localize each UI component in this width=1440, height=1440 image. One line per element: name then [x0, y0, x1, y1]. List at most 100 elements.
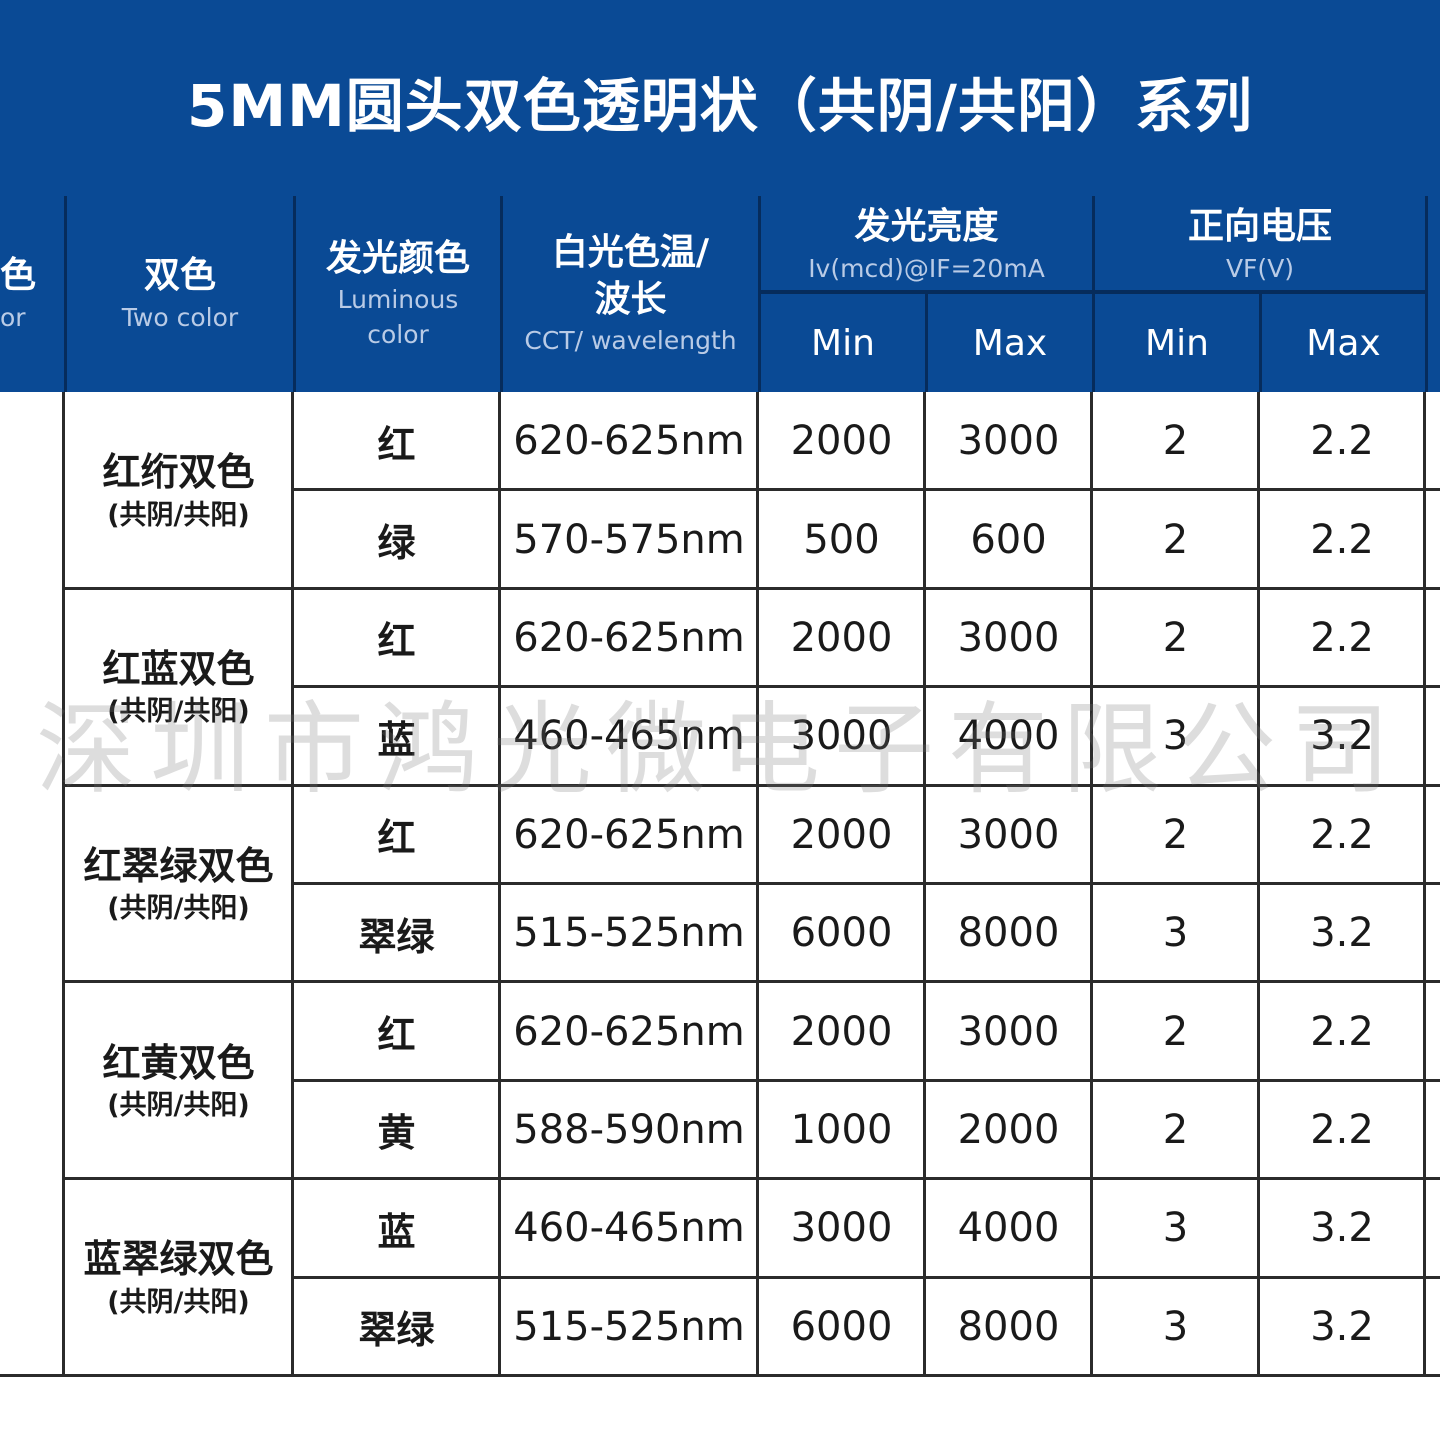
cell-vf-max: 2.2 [1310, 1008, 1374, 1055]
header-col-color-cn: 色 [0, 255, 37, 297]
title-bar: 5MM圆头双色透明状（共阴/共阳）系列 [0, 0, 1440, 196]
header-col-two-color-en: Two color [121, 302, 239, 332]
cell-vf-max: 2.2 [1310, 614, 1374, 661]
cell-iv-min: 6000 [790, 910, 893, 957]
cell-wavelength: 620-625nm [513, 1008, 745, 1055]
header-voltage-min-label: Min [1145, 322, 1209, 364]
grid-hline [0, 1374, 1440, 1377]
cell-color: 黄 [377, 1111, 416, 1156]
cell-wavelength: 588-590nm [513, 1106, 745, 1153]
group-cell: 红黄双色 (共阴/共阳) [64, 982, 293, 1179]
cell-vf-max: 3.2 [1310, 910, 1374, 957]
cell-wavelength: 515-525nm [513, 1303, 745, 1350]
group-name: 红绗双色 [102, 450, 255, 495]
header-voltage-min: Min [1092, 294, 1259, 392]
cell-wavelength: 460-465nm [513, 1205, 745, 1252]
cell-vf-min: 3 [1162, 713, 1189, 760]
grid-hline [291, 685, 1440, 689]
cell-vf-min: 2 [1162, 516, 1189, 563]
header-col-luminance: 发光亮度 Iv(mcd)@IF=20mA [758, 196, 1092, 294]
table-header: 色 or 双色 Two color 发光颜色 Luminous color 白光… [0, 196, 1440, 392]
cell-vf-max: 3.2 [1310, 1303, 1374, 1350]
cell-wavelength: 515-525nm [513, 910, 745, 957]
cell-iv-max: 3000 [957, 418, 1060, 465]
cell-iv-min: 2000 [790, 811, 893, 858]
cell-vf-min: 3 [1162, 1303, 1189, 1350]
cell-color: 红 [377, 422, 416, 467]
grid-hline [62, 783, 1440, 787]
grid-hline [291, 488, 1440, 492]
cell-iv-min: 2000 [790, 614, 893, 661]
cell-vf-max: 2.2 [1310, 811, 1374, 858]
grid-hline [62, 1177, 1440, 1181]
group-subtitle: (共阴/共阳) [107, 1286, 250, 1318]
header-luminance-min: Min [758, 294, 925, 392]
cell-iv-max: 4000 [957, 713, 1060, 760]
group-cell: 红翠绿双色 (共阴/共阳) [64, 786, 293, 983]
cell-vf-min: 2 [1162, 614, 1189, 661]
grid-hline [291, 1078, 1440, 1082]
header-col-luminous-color: 发光颜色 Luminous color [293, 196, 500, 392]
grid-hline [291, 882, 1440, 885]
header-col-luminance-cn: 发光亮度 [854, 206, 999, 248]
header-col-luminous-color-en1: Luminous [337, 285, 459, 315]
cell-iv-min: 2000 [790, 1008, 893, 1055]
cell-color: 绿 [377, 521, 416, 566]
header-col-luminous-color-en2: color [367, 320, 429, 350]
header-col-forward-voltage-cn: 正向电压 [1187, 206, 1332, 248]
header-col-luminous-color-cn: 发光颜色 [325, 237, 470, 279]
page-title: 5MM圆头双色透明状（共阴/共阳）系列 [187, 72, 1253, 140]
cell-iv-max: 600 [970, 516, 1047, 563]
cell-wavelength: 620-625nm [513, 614, 745, 661]
cell-vf-min: 2 [1162, 1008, 1189, 1055]
group-name: 红蓝双色 [102, 646, 255, 691]
cell-iv-max: 8000 [957, 1303, 1060, 1350]
group-name: 蓝翠绿双色 [83, 1237, 274, 1282]
header-col-two-color: 双色 Two color [64, 196, 293, 392]
cell-iv-max: 3000 [957, 1008, 1060, 1055]
cell-iv-max: 3000 [957, 811, 1060, 858]
cell-iv-max: 8000 [957, 910, 1060, 957]
header-col-color: 色 or [0, 196, 64, 392]
group-name: 红黄双色 [102, 1040, 255, 1085]
cell-iv-max: 2000 [957, 1106, 1060, 1153]
cell-vf-min: 3 [1162, 910, 1189, 957]
group-subtitle: (共阴/共阳) [107, 696, 250, 728]
group-cell: 红绗双色 (共阴/共阳) [64, 392, 293, 589]
cell-color: 翠绿 [358, 914, 435, 959]
header-col-wavelength-cn1: 白光色温/ [551, 231, 710, 273]
header-voltage-max: Max [1259, 294, 1425, 392]
cell-wavelength: 460-465nm [513, 713, 745, 760]
header-divider [758, 290, 1425, 294]
cell-iv-max: 3000 [957, 614, 1060, 661]
cell-color: 红 [377, 816, 416, 861]
cell-vf-max: 3.2 [1310, 713, 1374, 760]
header-col-wavelength-en: CCT/ wavelength [524, 326, 737, 356]
group-cell: 蓝翠绿双色 (共阴/共阳) [64, 1179, 293, 1376]
header-col-forward-voltage-en: VF(V) [1225, 253, 1295, 283]
header-col-wavelength-cn2: 波长 [594, 278, 667, 320]
cell-vf-max: 2.2 [1310, 516, 1374, 563]
cell-color: 红 [377, 1013, 416, 1058]
header-col-forward-voltage: 正向电压 VF(V) [1092, 196, 1425, 294]
cell-vf-min: 3 [1162, 1205, 1189, 1252]
cell-vf-max: 3.2 [1310, 1205, 1374, 1252]
grid-hline [291, 1275, 1440, 1279]
header-voltage-max-label: Max [1306, 322, 1381, 364]
header-luminance-min-label: Min [811, 322, 875, 364]
cell-color: 蓝 [377, 1209, 416, 1254]
cell-wavelength: 620-625nm [513, 811, 745, 858]
cell-wavelength: 620-625nm [513, 418, 745, 465]
cell-vf-min: 2 [1162, 1106, 1189, 1153]
cell-iv-max: 4000 [957, 1205, 1060, 1252]
header-luminance-max: Max [925, 294, 1092, 392]
cell-wavelength: 570-575nm [513, 516, 745, 563]
cell-iv-min: 6000 [790, 1303, 893, 1350]
group-subtitle: (共阴/共阳) [107, 1089, 250, 1121]
grid-hline [62, 980, 1440, 984]
group-subtitle: (共阴/共阳) [107, 499, 250, 531]
cell-iv-min: 2000 [790, 418, 893, 465]
table-body: 红 620-625nm 2000 3000 2 2.2 绿 570-575nm 500 600 2 2… [0, 392, 1440, 1377]
group-subtitle: (共阴/共阳) [107, 893, 250, 925]
cell-iv-min: 1000 [790, 1106, 893, 1153]
